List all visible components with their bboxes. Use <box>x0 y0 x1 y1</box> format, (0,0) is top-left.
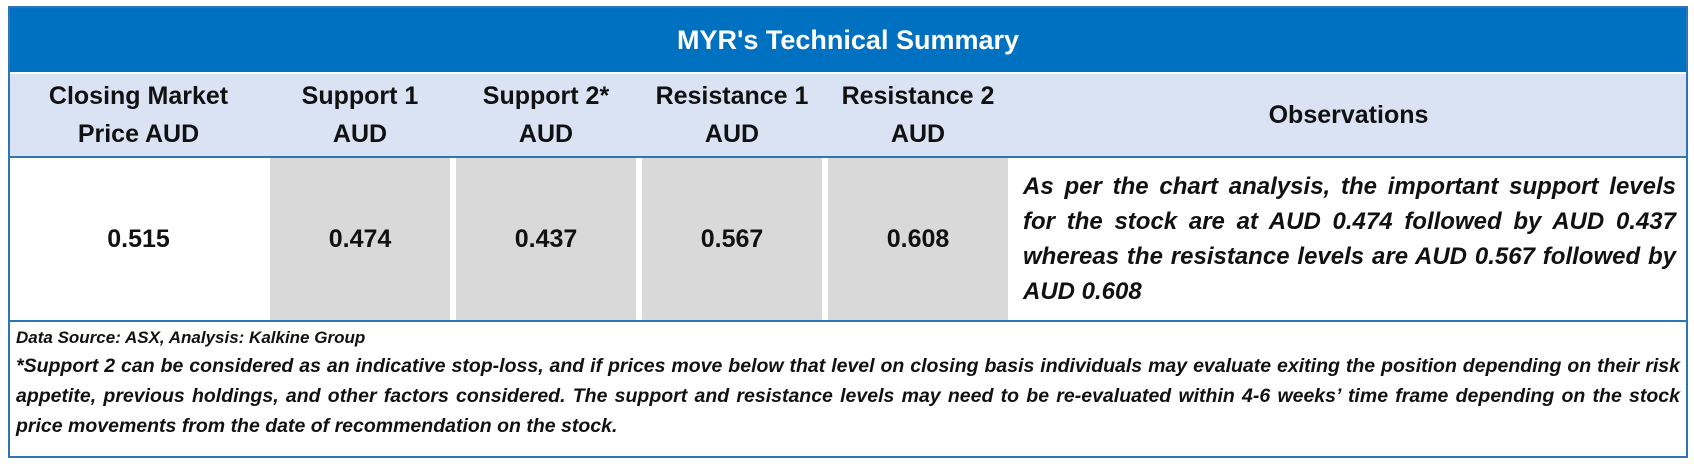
header-row: Closing Market Price AUD Support 1 AUD S… <box>10 72 1686 158</box>
footer: Data Source: ASX, Analysis: Kalkine Grou… <box>10 320 1686 441</box>
support-1-value: 0.474 <box>270 158 450 320</box>
header-resistance-2: Resistance 2 AUD <box>841 82 995 148</box>
header-support-2: Support 2* AUD <box>482 82 610 148</box>
technical-summary-table: MYR's Technical Summary Closing Market P… <box>8 6 1688 458</box>
disclaimer-note: *Support 2 can be considered as an indic… <box>16 355 1680 437</box>
header-support-1: Support 1 AUD <box>301 82 419 148</box>
header-resistance-1: Resistance 1 AUD <box>655 82 809 148</box>
support-2-value: 0.437 <box>456 158 636 320</box>
resistance-2-value: 0.608 <box>828 158 1008 320</box>
header-observations: Observations <box>1268 101 1429 129</box>
table-title: MYR's Technical Summary <box>10 8 1686 72</box>
resistance-1-value: 0.567 <box>642 158 822 320</box>
closing-price-value: 0.515 <box>107 224 170 253</box>
data-row: 0.515 0.474 0.437 0.567 0.608 As per the… <box>10 158 1686 320</box>
observations-text: As per the chart analysis, the important… <box>1011 158 1686 320</box>
header-closing-price: Closing Market Price AUD <box>48 82 229 148</box>
observations-paragraph: As per the chart analysis, the important… <box>1023 173 1676 305</box>
data-source: Data Source: ASX, Analysis: Kalkine Grou… <box>16 328 366 347</box>
